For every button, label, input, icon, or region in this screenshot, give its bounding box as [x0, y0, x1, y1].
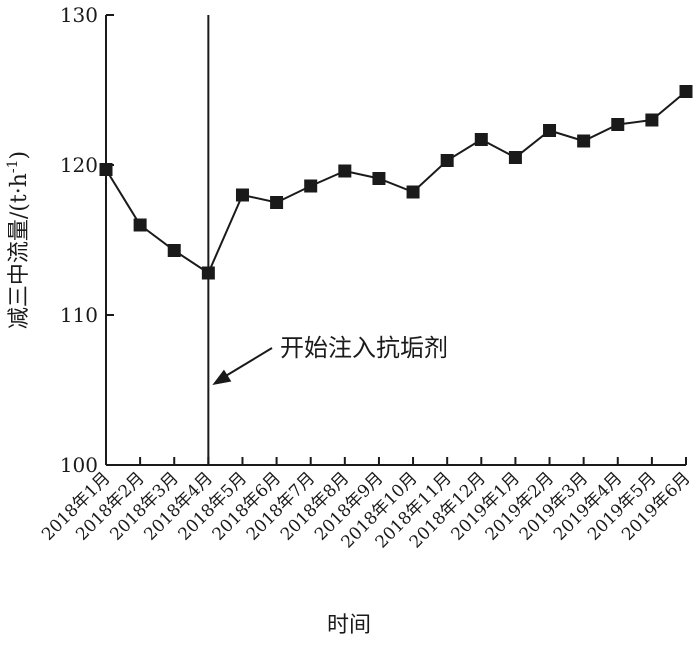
y-axis-title-text: 减三中流量/(t·h [7, 173, 32, 329]
data-point [440, 154, 454, 167]
y-tick-label: 110 [60, 303, 98, 327]
data-point [372, 172, 386, 185]
data-point [235, 188, 249, 202]
data-point [201, 266, 215, 280]
y-axis: 100 110 120 130 [60, 3, 114, 477]
x-axis-title: 时间 [327, 613, 371, 638]
data-point [577, 134, 591, 148]
data-point [133, 218, 147, 232]
data-point [338, 164, 352, 178]
data-point [645, 113, 659, 127]
data-point [679, 85, 693, 98]
annotation-arrow [221, 347, 273, 379]
data-point [270, 196, 284, 209]
series-line [105, 90, 687, 275]
y-axis-title-close: ) [7, 151, 32, 160]
series-polyline [105, 90, 687, 275]
y-axis-title-unit-exponent: -1 [5, 159, 21, 173]
annotation: 开始注入抗垢剂 [212, 334, 448, 385]
data-point [543, 124, 557, 137]
data-point [508, 151, 522, 164]
annotation-label: 开始注入抗垢剂 [280, 334, 448, 362]
data-point [167, 244, 181, 257]
data-point [99, 163, 113, 176]
y-axis-title: 减三中流量/(t·h-1) [5, 151, 32, 329]
series-markers [99, 85, 693, 280]
data-point [304, 179, 318, 193]
x-axis: 2018年1月2018年2月2018年3月2018年4月2018年5月2018年… [38, 457, 695, 552]
data-point [611, 118, 625, 131]
annotation-arrowhead [212, 369, 232, 385]
y-tick-label: 130 [60, 3, 98, 27]
y-tick-label: 100 [60, 453, 98, 477]
data-point [406, 185, 420, 199]
y-tick-label: 120 [60, 153, 98, 177]
data-point [474, 133, 488, 146]
